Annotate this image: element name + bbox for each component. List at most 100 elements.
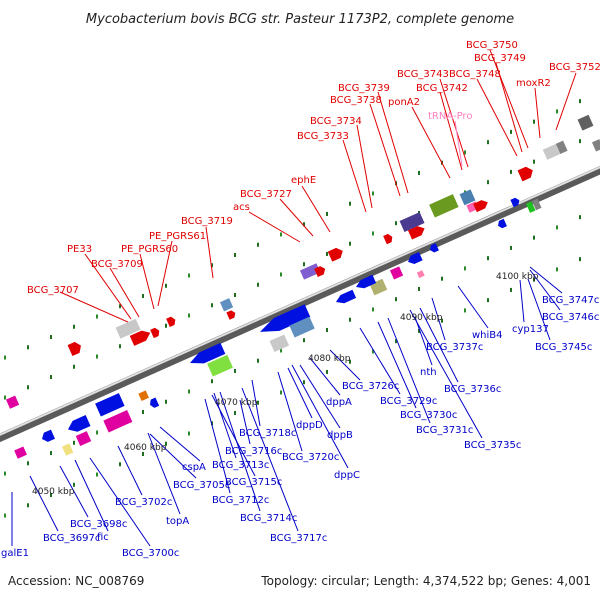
gene-label[interactable]: BCG_3714c [240, 513, 297, 524]
gene-label[interactable]: BCG_3748 [449, 69, 501, 80]
gene-label[interactable]: cspA [182, 462, 206, 473]
gene-label[interactable]: ephE [291, 175, 316, 186]
gene-label[interactable]: BCG_3749 [474, 53, 526, 64]
tick-mark [464, 150, 466, 155]
gene-label[interactable]: BCG_3705c [173, 480, 230, 491]
gene-feature [150, 397, 160, 408]
gene-feature [299, 263, 321, 280]
tick-mark [165, 399, 167, 404]
leader-line [309, 357, 341, 396]
gene-label[interactable]: BCG_3727 [240, 189, 292, 200]
gene-label[interactable]: BCG_3698c [70, 519, 127, 530]
gene-feature [399, 212, 425, 232]
tick-mark [441, 276, 443, 281]
gene-label[interactable]: BCG_3736c [444, 384, 501, 395]
gene-features [5, 114, 600, 459]
tick-mark [234, 252, 236, 257]
gene-label[interactable]: BCG_3697c [43, 533, 100, 544]
gene-feature [429, 194, 459, 218]
gene-label[interactable]: cyp137 [512, 324, 549, 335]
gene-label[interactable]: BCG_3730c [400, 410, 457, 421]
tick-mark [188, 431, 190, 436]
gene-label[interactable]: PE_PGRS61 [149, 231, 206, 242]
gene-label[interactable]: BCG_3715c [225, 477, 282, 488]
leader-line [411, 106, 451, 179]
gene-feature [555, 140, 568, 154]
gene-label[interactable]: BCG_3712c [212, 495, 269, 506]
gene-label[interactable]: BCG_3733 [297, 131, 349, 142]
gene-label[interactable]: BCG_3729c [380, 396, 437, 407]
tick-mark [234, 410, 236, 415]
gene-label[interactable]: BCG_3720c [282, 452, 339, 463]
gene-label[interactable]: BCG_3709 [91, 259, 143, 270]
label-leader-lines [11, 49, 577, 547]
gene-label[interactable]: BCG_3735c [464, 440, 521, 451]
gene-label[interactable]: dppD [296, 420, 323, 431]
gene-label[interactable]: BCG_3750 [466, 40, 518, 51]
gene-label[interactable]: dppB [327, 430, 353, 441]
tick-mark [96, 430, 98, 435]
gene-label[interactable]: BCG_3702c [115, 497, 172, 508]
tick-mark [96, 472, 98, 477]
gene-label[interactable]: BCG_3737c [426, 342, 483, 353]
gene-feature [269, 334, 290, 352]
leader-line [211, 394, 256, 477]
tick-mark [533, 119, 535, 124]
gene-label[interactable]: BCG_3713c [212, 460, 269, 471]
gene-label[interactable]: PE33 [67, 244, 92, 255]
gene-label[interactable]: BCG_3742 [416, 83, 468, 94]
genome-backbone-highlight [0, 166, 600, 436]
gene-label[interactable]: BCG_3718c [239, 428, 296, 439]
gene-label[interactable]: BCG_3731c [416, 425, 473, 436]
gene-feature [95, 393, 125, 417]
tick-mark [50, 335, 52, 340]
leader-line [74, 459, 109, 532]
gene-label[interactable]: topA [166, 516, 189, 527]
gene-label[interactable]: BCG_3745c [535, 342, 592, 353]
gene-label[interactable]: BCG_3716c [225, 446, 282, 457]
gene-label[interactable]: BCG_3719 [181, 216, 233, 227]
tick-mark [188, 273, 190, 278]
gene-label[interactable]: acs [233, 202, 250, 213]
gene-label[interactable]: nth [420, 367, 437, 378]
gene-label[interactable]: BCG_3738 [330, 95, 382, 106]
gene-label[interactable]: BCG_3743 [397, 69, 449, 80]
gene-label[interactable]: BCG_3739 [338, 83, 390, 94]
tick-mark [96, 354, 98, 359]
gene-label[interactable]: fic [97, 532, 109, 543]
tick-mark [303, 222, 305, 227]
gene-label[interactable]: moxR2 [516, 78, 551, 89]
leader-line [476, 78, 518, 157]
gene-arrow [510, 197, 520, 208]
gene-label[interactable]: ponA2 [388, 97, 420, 108]
leader-line [109, 267, 140, 318]
gene-label[interactable]: dppC [334, 470, 360, 481]
gene-label[interactable]: dppA [326, 397, 352, 408]
leader-line [159, 426, 201, 462]
gene-label[interactable]: BCG_3726c [342, 381, 399, 392]
gene-label[interactable]: BCG_3700c [122, 548, 179, 559]
tick-mark [257, 282, 259, 287]
gene-label[interactable]: tRNA-Pro [428, 111, 472, 122]
gene-label[interactable]: galE1 [1, 548, 29, 559]
gene-label[interactable]: BCG_3752 [549, 62, 600, 73]
tick-mark [165, 283, 167, 288]
gene-feature [260, 304, 311, 332]
gene-label[interactable]: BCG_3746c [542, 312, 599, 323]
gene-box [115, 318, 141, 339]
gene-label[interactable]: BCG_3734 [310, 116, 362, 127]
leader-line [555, 72, 577, 131]
gene-label[interactable]: whiB4 [472, 330, 503, 341]
gene-arrow [356, 274, 377, 289]
leader-line [213, 392, 237, 459]
gene-arrow [408, 252, 423, 264]
gene-label[interactable]: BCG_3747c [542, 295, 599, 306]
gene-feature [531, 198, 542, 211]
gene-label[interactable]: BCG_3707 [27, 285, 79, 296]
gene-label[interactable]: BCG_3717c [270, 533, 327, 544]
tick-mark [372, 307, 374, 312]
gene-feature [389, 266, 404, 280]
tick-mark [372, 191, 374, 196]
gene-label[interactable]: PE_PGRS60 [121, 244, 178, 255]
tick-mark [464, 266, 466, 271]
